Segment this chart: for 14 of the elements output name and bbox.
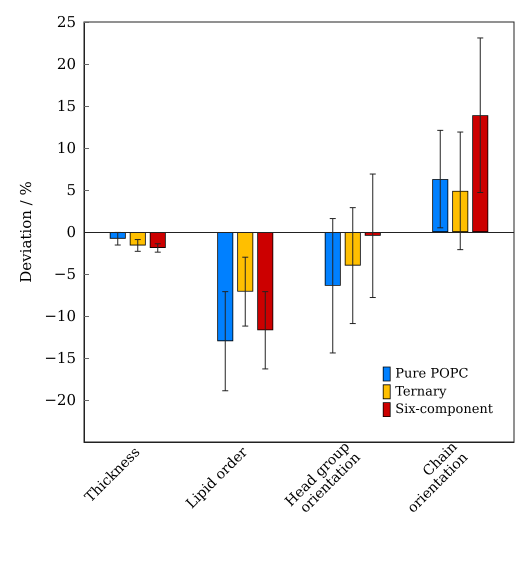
y-tick-label: 25 xyxy=(56,13,76,31)
y-tick-label: −15 xyxy=(44,349,76,367)
legend-label: Ternary xyxy=(395,384,448,400)
y-tick-label: 20 xyxy=(56,55,76,73)
y-tick-label: −10 xyxy=(44,307,76,325)
legend-label: Six-component xyxy=(395,402,494,418)
y-axis-title: Deviation / % xyxy=(16,181,35,283)
legend-label: Pure POPC xyxy=(395,366,469,382)
y-tick-label: 0 xyxy=(66,223,76,241)
y-tick-label: 5 xyxy=(66,181,76,199)
y-tick-label: −20 xyxy=(44,391,76,409)
y-tick-label: 15 xyxy=(56,97,76,115)
y-tick-label: 10 xyxy=(56,139,76,157)
y-tick-label: −5 xyxy=(54,265,76,283)
